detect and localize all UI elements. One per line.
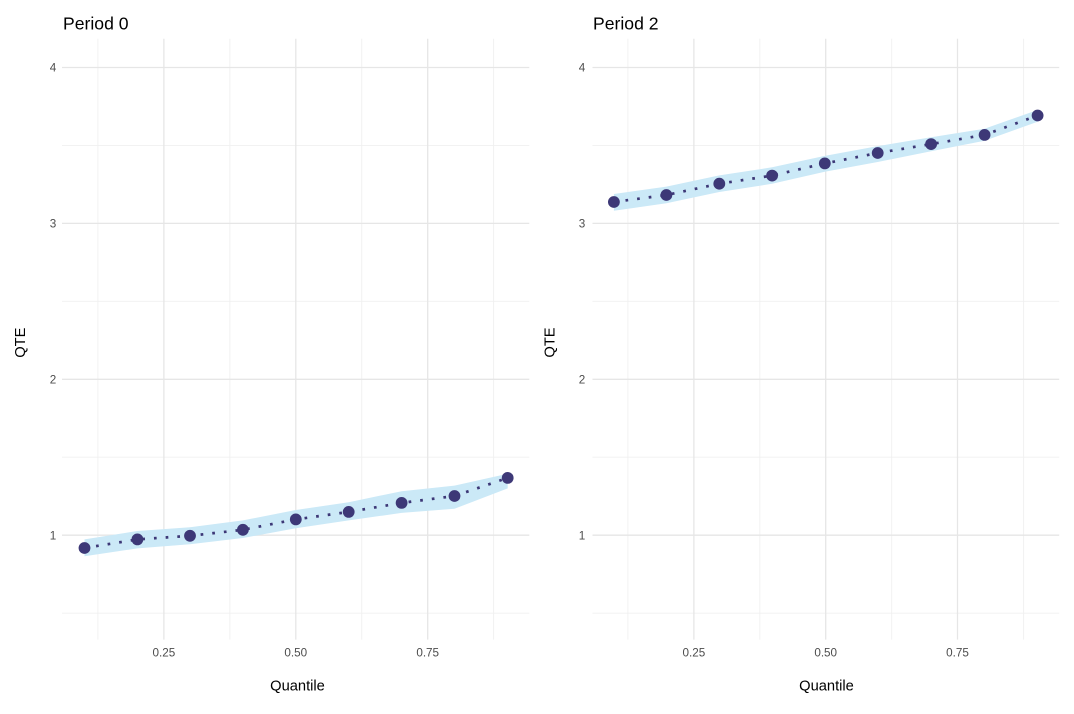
svg-text:0.75: 0.75 bbox=[416, 647, 439, 660]
svg-text:Quantile: Quantile bbox=[799, 679, 854, 695]
svg-text:Quantile: Quantile bbox=[270, 679, 325, 695]
svg-text:1: 1 bbox=[579, 529, 586, 542]
svg-text:3: 3 bbox=[579, 218, 586, 231]
svg-text:1: 1 bbox=[50, 529, 57, 542]
svg-text:Period 0: Period 0 bbox=[63, 13, 129, 33]
svg-text:QTE: QTE bbox=[13, 327, 29, 357]
svg-text:0.75: 0.75 bbox=[946, 647, 969, 660]
svg-text:3: 3 bbox=[50, 218, 57, 231]
svg-text:0.50: 0.50 bbox=[814, 647, 837, 660]
svg-text:2: 2 bbox=[579, 374, 586, 387]
svg-text:QTE: QTE bbox=[543, 327, 559, 357]
svg-text:0.50: 0.50 bbox=[284, 647, 307, 660]
svg-text:4: 4 bbox=[579, 62, 586, 75]
svg-text:4: 4 bbox=[50, 62, 57, 75]
svg-text:0.25: 0.25 bbox=[153, 647, 176, 660]
svg-text:0.25: 0.25 bbox=[683, 647, 706, 660]
svg-text:Period 2: Period 2 bbox=[593, 13, 659, 33]
svg-text:2: 2 bbox=[50, 374, 57, 387]
